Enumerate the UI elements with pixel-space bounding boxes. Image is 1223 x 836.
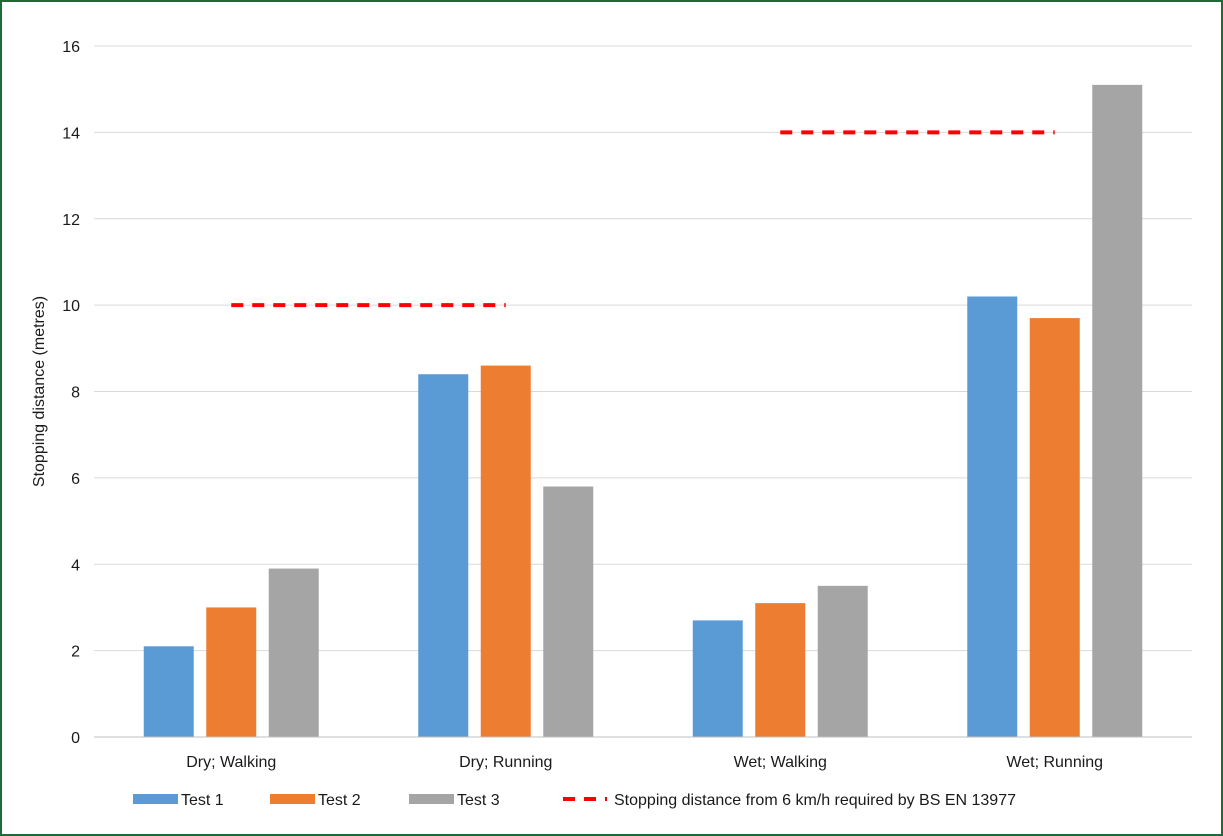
bar-test-1 xyxy=(143,646,194,737)
legend-label: Stopping distance from 6 km/h required b… xyxy=(614,792,1016,809)
y-tick-label: 10 xyxy=(62,298,80,315)
bar-test-2 xyxy=(755,603,806,737)
y-axis-title: Stopping distance (metres) xyxy=(31,296,48,487)
bar-test-3 xyxy=(543,486,594,737)
bar-test-1 xyxy=(418,374,469,737)
y-tick-label: 14 xyxy=(62,125,80,142)
y-tick-label: 12 xyxy=(62,212,80,229)
y-tick-label: 8 xyxy=(71,385,80,402)
legend-swatch xyxy=(409,794,454,804)
legend-swatch xyxy=(270,794,315,804)
y-tick-label: 16 xyxy=(62,39,80,56)
gridlines xyxy=(94,45,1192,652)
reference-lines xyxy=(231,130,1055,308)
y-tick-label: 6 xyxy=(71,471,80,488)
bar-test-3 xyxy=(268,568,319,737)
legend-swatch xyxy=(133,794,178,804)
y-tick-label: 4 xyxy=(71,557,80,574)
legend-label: Test 3 xyxy=(457,792,500,809)
bar-test-1 xyxy=(967,296,1018,737)
x-category-label: Wet; Running xyxy=(1006,754,1103,771)
bar-test-2 xyxy=(1029,318,1080,737)
x-category-label: Wet; Walking xyxy=(734,754,827,771)
bar-test-3 xyxy=(817,585,868,737)
x-axis-labels: Dry; Walking Dry; Running Wet; Walking Wet;… xyxy=(186,754,1103,771)
bar-test-3 xyxy=(1092,84,1143,737)
y-axis-ticks: 0 2 4 6 8 10 12 14 16 xyxy=(62,39,80,747)
bar-test-2 xyxy=(206,607,257,737)
y-tick-label: 0 xyxy=(71,730,80,747)
legend-label: Test 2 xyxy=(318,792,361,809)
y-tick-label: 2 xyxy=(71,644,80,661)
bar-test-1 xyxy=(692,620,743,737)
legend: Test 1 Test 2 Test 3 Stopping distance from… xyxy=(133,792,1016,809)
bars xyxy=(143,84,1143,737)
x-category-label: Dry; Running xyxy=(459,754,552,771)
legend-label: Test 1 xyxy=(181,792,224,809)
x-category-label: Dry; Walking xyxy=(186,754,276,771)
bar-test-2 xyxy=(480,365,531,737)
